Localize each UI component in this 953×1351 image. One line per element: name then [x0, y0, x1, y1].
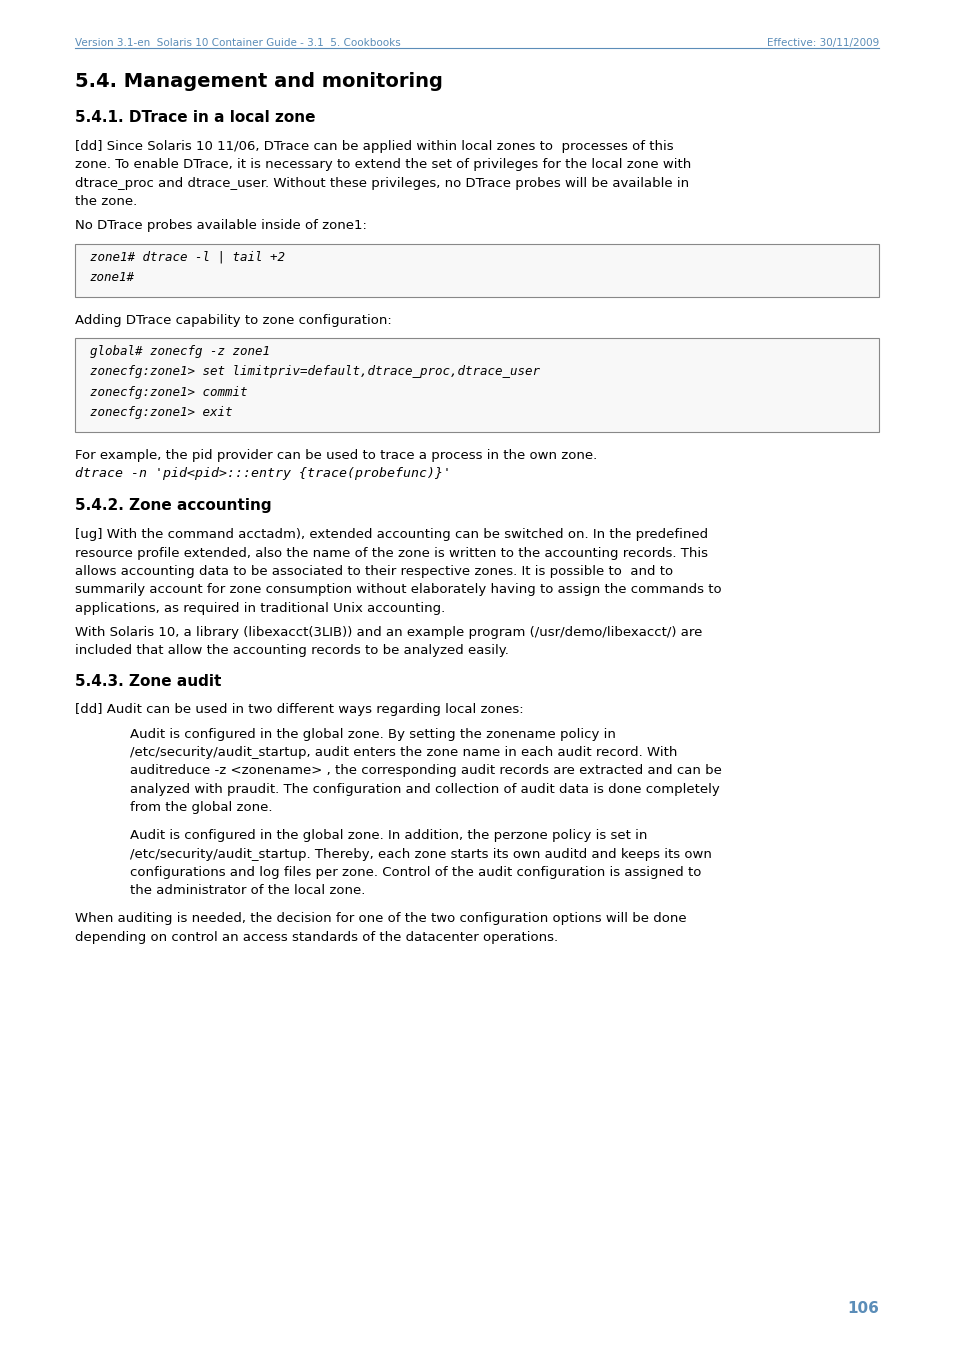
Text: configurations and log files per zone. Control of the audit configuration is ass: configurations and log files per zone. C… — [130, 866, 700, 880]
Text: applications, as required in traditional Unix accounting.: applications, as required in traditional… — [75, 601, 445, 615]
Text: Version 3.1-en  Solaris 10 Container Guide - 3.1  5. Cookbooks: Version 3.1-en Solaris 10 Container Guid… — [75, 38, 400, 49]
Text: /etc/security/audit_startup, audit enters the zone name in each audit record. Wi: /etc/security/audit_startup, audit enter… — [130, 746, 677, 759]
Text: Audit is configured in the global zone. By setting the zonename policy in: Audit is configured in the global zone. … — [130, 728, 616, 740]
Text: No DTrace probes available inside of zone1:: No DTrace probes available inside of zon… — [75, 219, 367, 232]
Text: auditreduce -z <zonename> , the corresponding audit records are extracted and ca: auditreduce -z <zonename> , the correspo… — [130, 765, 721, 777]
Text: the administrator of the local zone.: the administrator of the local zone. — [130, 884, 365, 897]
Text: analyzed with praudit. The configuration and collection of audit data is done co: analyzed with praudit. The configuration… — [130, 782, 719, 796]
Text: zone. To enable DTrace, it is necessary to extend the set of privileges for the : zone. To enable DTrace, it is necessary … — [75, 158, 691, 172]
Text: depending on control an access standards of the datacenter operations.: depending on control an access standards… — [75, 931, 558, 944]
Text: When auditing is needed, the decision for one of the two configuration options w: When auditing is needed, the decision fo… — [75, 912, 686, 925]
Text: the zone.: the zone. — [75, 195, 137, 208]
Text: [dd] Audit can be used in two different ways regarding local zones:: [dd] Audit can be used in two different … — [75, 704, 523, 716]
Text: 106: 106 — [846, 1301, 878, 1316]
Text: [dd] Since Solaris 10 11/06, DTrace can be applied within local zones to  proces: [dd] Since Solaris 10 11/06, DTrace can … — [75, 141, 673, 153]
Text: For example, the pid provider can be used to trace a process in the own zone.: For example, the pid provider can be use… — [75, 449, 597, 462]
Text: from the global zone.: from the global zone. — [130, 801, 273, 815]
Text: zone1# dtrace -l | tail +2: zone1# dtrace -l | tail +2 — [90, 250, 285, 263]
Text: Effective: 30/11/2009: Effective: 30/11/2009 — [766, 38, 878, 49]
Text: 5.4.2. Zone accounting: 5.4.2. Zone accounting — [75, 499, 272, 513]
Text: included that allow the accounting records to be analyzed easily.: included that allow the accounting recor… — [75, 644, 508, 657]
Text: summarily account for zone consumption without elaborately having to assign the : summarily account for zone consumption w… — [75, 584, 720, 596]
Text: dtrace -n 'pid<pid>:::entry {trace(probefunc)}': dtrace -n 'pid<pid>:::entry {trace(probe… — [75, 467, 451, 480]
Text: [ug] With the command acctadm), extended accounting can be switched on. In the p: [ug] With the command acctadm), extended… — [75, 528, 707, 542]
Text: With Solaris 10, a library (libexacct(3LIB)) and an example program (/usr/demo/l: With Solaris 10, a library (libexacct(3L… — [75, 626, 701, 639]
FancyBboxPatch shape — [75, 243, 878, 296]
Text: 5.4.3. Zone audit: 5.4.3. Zone audit — [75, 674, 221, 689]
Text: 5.4. Management and monitoring: 5.4. Management and monitoring — [75, 72, 442, 91]
Text: zone1#: zone1# — [90, 272, 135, 284]
Text: /etc/security/audit_startup. Thereby, each zone starts its own auditd and keeps : /etc/security/audit_startup. Thereby, ea… — [130, 847, 711, 861]
Text: zonecfg:zone1> set limitpriv=default,dtrace_proc,dtrace_user: zonecfg:zone1> set limitpriv=default,dtr… — [90, 365, 539, 378]
Text: resource profile extended, also the name of the zone is written to the accountin: resource profile extended, also the name… — [75, 547, 707, 559]
Text: allows accounting data to be associated to their respective zones. It is possibl: allows accounting data to be associated … — [75, 565, 673, 578]
FancyBboxPatch shape — [75, 338, 878, 432]
Text: global# zonecfg -z zone1: global# zonecfg -z zone1 — [90, 345, 270, 358]
Text: Audit is configured in the global zone. In addition, the perzone policy is set i: Audit is configured in the global zone. … — [130, 830, 647, 842]
Text: zonecfg:zone1> exit: zonecfg:zone1> exit — [90, 407, 233, 419]
Text: zonecfg:zone1> commit: zonecfg:zone1> commit — [90, 386, 247, 399]
Text: Adding DTrace capability to zone configuration:: Adding DTrace capability to zone configu… — [75, 313, 392, 327]
Text: 5.4.1. DTrace in a local zone: 5.4.1. DTrace in a local zone — [75, 109, 315, 126]
Text: dtrace_proc and dtrace_user. Without these privileges, no DTrace probes will be : dtrace_proc and dtrace_user. Without the… — [75, 177, 688, 189]
